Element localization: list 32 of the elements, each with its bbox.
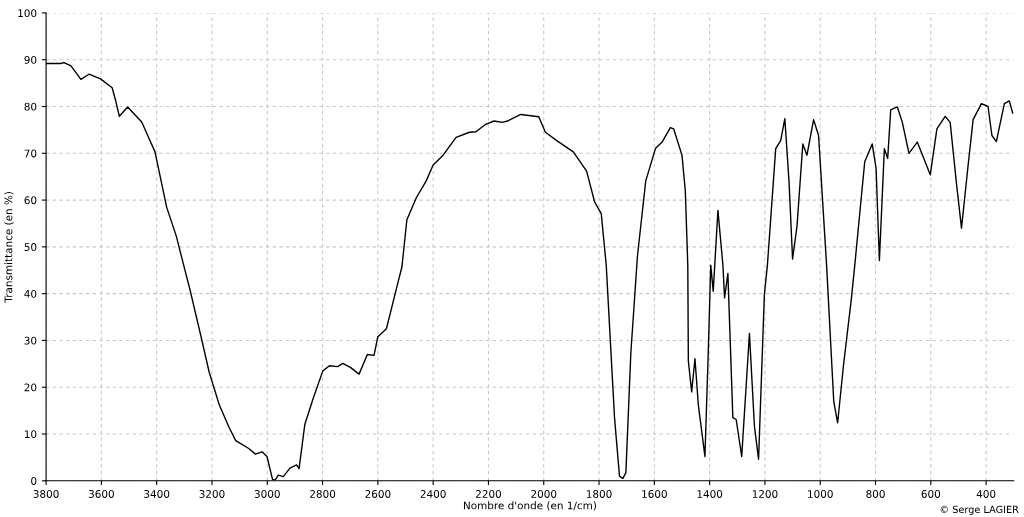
y-tick-label: 80 <box>24 102 37 111</box>
y-tick-label: 90 <box>24 55 37 64</box>
x-tick-label: 3800 <box>33 490 59 498</box>
text: © Serge LAGIER <box>940 505 1019 515</box>
x-tick-label: 3600 <box>88 490 114 498</box>
x-tick-label: 1000 <box>808 490 833 498</box>
x-tick-label: 2400 <box>420 490 446 498</box>
x-tick-label: 2000 <box>531 490 557 498</box>
x-tick-label: 800 <box>866 490 885 498</box>
x-tick-label: 1600 <box>642 490 667 498</box>
x-tick-label: 1800 <box>586 490 612 498</box>
y-tick-label: 0 <box>31 477 37 485</box>
x-tick-label: 2200 <box>475 490 502 498</box>
x-tick-label: 3200 <box>199 490 225 498</box>
y-tick-label: 30 <box>24 336 37 345</box>
y-tick-label: 60 <box>24 196 37 205</box>
y-tick-label: 20 <box>24 383 37 392</box>
x-tick-label: 3000 <box>254 490 280 498</box>
y-axis-title: Transmittance (en %) <box>4 192 14 303</box>
x-tick-label: 2600 <box>365 490 391 498</box>
y-tick-label: 100 <box>18 9 37 18</box>
y-tick-label: 40 <box>24 289 37 298</box>
x-tick-label: 600 <box>921 490 941 498</box>
x-tick-label: 1400 <box>697 490 723 498</box>
x-tick-label: 1200 <box>752 490 778 498</box>
y-tick-label: 10 <box>24 430 37 439</box>
x-axis-title: Nombre d'onde (en 1/cm) <box>463 501 596 511</box>
x-tick-label: 2800 <box>310 490 336 498</box>
y-tick-label: 50 <box>24 243 37 251</box>
y-tick-label: 70 <box>24 149 37 158</box>
x-tick-label: 3400 <box>144 490 170 498</box>
x-tick-label: 400 <box>976 490 996 498</box>
